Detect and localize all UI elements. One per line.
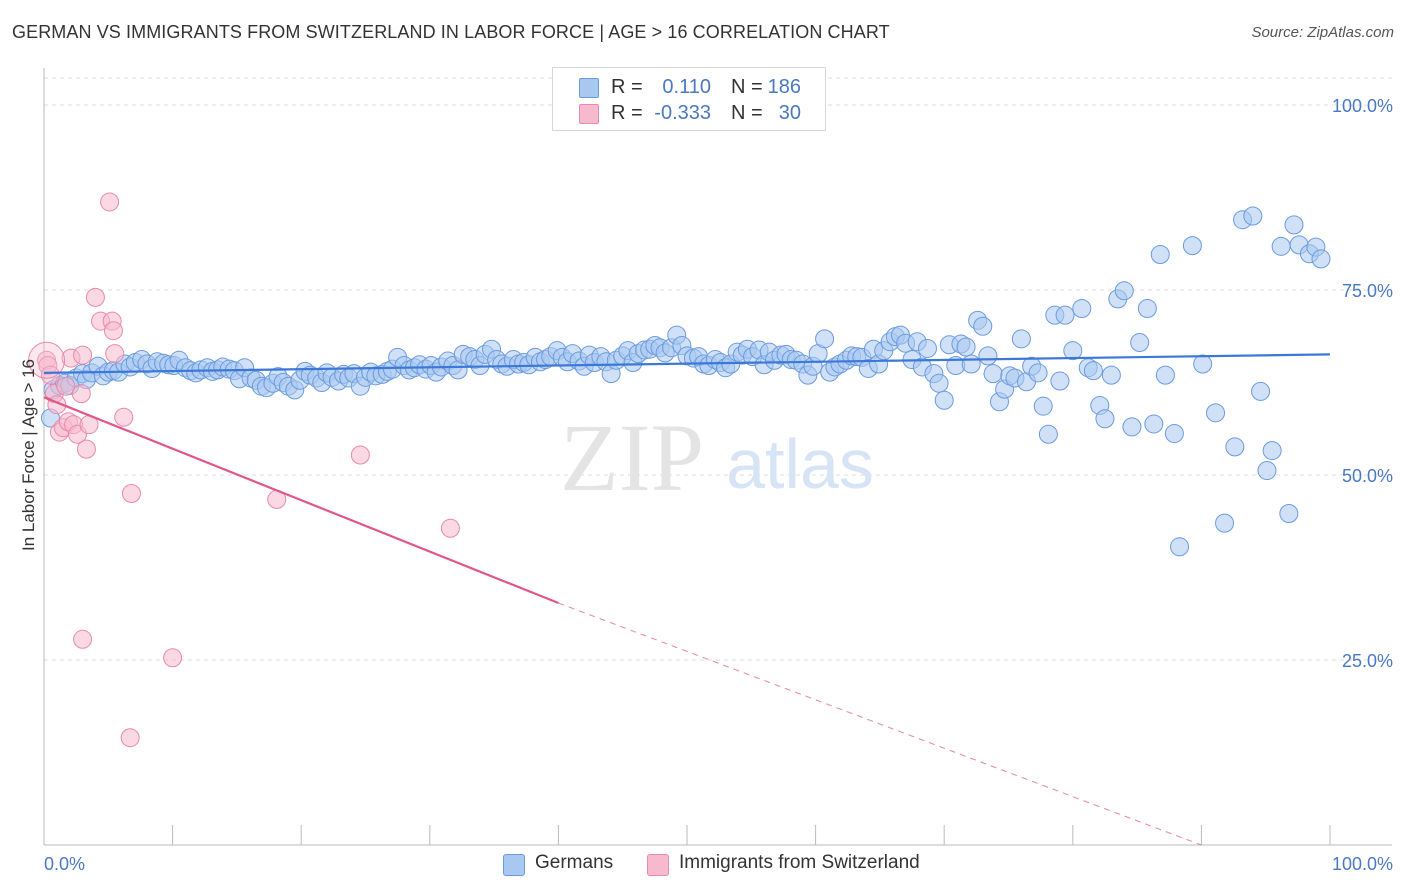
data-point xyxy=(1284,215,1304,235)
legend-swatch-germans xyxy=(503,854,525,876)
trend-line-dashed xyxy=(558,602,1202,846)
r-label: R = xyxy=(611,76,643,98)
data-point xyxy=(1257,461,1277,481)
data-point xyxy=(1150,244,1170,264)
n-label: N = xyxy=(731,76,763,98)
data-point xyxy=(978,346,998,366)
r-value: 0.110 xyxy=(662,76,711,98)
data-point xyxy=(1170,537,1190,557)
data-point xyxy=(1279,503,1299,523)
data-point xyxy=(121,484,141,503)
legend-label-germans: Germans xyxy=(535,852,614,873)
data-point xyxy=(120,728,140,748)
data-point xyxy=(1251,381,1271,401)
watermark: ZIP atlas xyxy=(560,404,874,511)
data-point xyxy=(1122,417,1142,437)
data-point xyxy=(73,629,93,649)
trend-line xyxy=(43,396,559,605)
y-axis-label: In Labor Force | Age > 16 xyxy=(19,359,38,551)
data-point xyxy=(105,344,125,364)
stats-legend: R = 0.110 N = 186 R = -0.333 N = 30 xyxy=(552,67,826,131)
axes xyxy=(43,68,1392,846)
watermark-zip: ZIP xyxy=(560,404,704,511)
swatch-immigrants xyxy=(579,104,599,124)
data-point xyxy=(1114,281,1134,301)
r-label: R = xyxy=(611,102,643,124)
data-point xyxy=(1011,329,1031,349)
data-point xyxy=(56,376,76,396)
legend-label-immigrants: Immigrants from Switzerland xyxy=(679,852,920,873)
data-point xyxy=(1155,365,1175,385)
data-point xyxy=(1130,333,1150,353)
data-point xyxy=(1033,396,1053,416)
data-point xyxy=(917,338,937,358)
y-tick-label: 75.0% xyxy=(1342,281,1393,301)
data-point xyxy=(1215,513,1235,533)
data-point xyxy=(1055,305,1075,325)
data-point xyxy=(114,407,134,427)
data-point xyxy=(1193,354,1213,374)
data-point xyxy=(1028,363,1048,383)
data-point xyxy=(76,439,96,459)
data-point xyxy=(1038,424,1058,444)
swatch-germans xyxy=(579,78,599,98)
data-point xyxy=(1072,299,1092,318)
trend-line xyxy=(43,353,1331,374)
source-label: Source: ZipAtlas.com xyxy=(1251,24,1394,41)
data-point xyxy=(1262,441,1282,461)
data-point xyxy=(100,192,120,212)
data-point xyxy=(1063,341,1083,361)
data-point xyxy=(815,329,835,349)
stats-row-germans: R = 0.110 N = 186 xyxy=(553,76,825,102)
r-value: -0.333 xyxy=(654,102,711,124)
x-tick-label: 0.0% xyxy=(44,854,85,874)
data-point xyxy=(73,345,93,365)
data-point xyxy=(85,287,105,307)
data-point xyxy=(163,648,183,668)
data-point xyxy=(1243,206,1263,226)
y-tick-label: 25.0% xyxy=(1342,651,1393,671)
data-point xyxy=(1206,403,1226,423)
data-point xyxy=(350,445,370,465)
data-point xyxy=(1083,361,1103,381)
data-point xyxy=(103,321,123,341)
series-legend: Germans Immigrants from Switzerland xyxy=(0,851,1406,877)
data-point xyxy=(961,354,981,374)
watermark-atlas: atlas xyxy=(726,425,874,503)
x-tick-label: 100.0% xyxy=(1332,854,1393,874)
y-tick-label: 100.0% xyxy=(1332,96,1393,116)
data-point xyxy=(440,518,460,538)
tick-labels: 25.0% 50.0% 75.0% 100.0% 0.0% 100.0% xyxy=(44,96,1393,874)
chart-title: GERMAN VS IMMIGRANTS FROM SWITZERLAND IN… xyxy=(12,22,890,42)
data-point xyxy=(934,390,954,410)
data-point xyxy=(1137,299,1157,318)
series-germans xyxy=(40,206,1331,557)
data-point xyxy=(1095,409,1115,429)
data-point xyxy=(973,316,993,336)
series-immigrants-switzerland xyxy=(28,192,460,748)
data-point xyxy=(1311,249,1331,269)
legend-swatch-immigrants xyxy=(647,854,669,876)
data-point xyxy=(71,384,91,404)
data-point xyxy=(28,341,66,379)
data-point xyxy=(1050,371,1070,391)
data-point xyxy=(1164,424,1184,444)
data-point xyxy=(956,337,976,357)
data-point xyxy=(40,365,60,385)
data-point xyxy=(1182,236,1202,256)
data-point xyxy=(983,364,1003,384)
n-value: 30 xyxy=(778,102,801,124)
n-label: N = xyxy=(731,102,763,124)
y-tick-label: 50.0% xyxy=(1342,466,1393,486)
data-point xyxy=(1225,437,1245,457)
stats-row-immigrants: R = -0.333 N = 30 xyxy=(553,102,825,128)
data-point xyxy=(929,373,949,393)
data-point xyxy=(1144,414,1164,434)
n-value: 186 xyxy=(767,76,801,98)
trend-lines xyxy=(43,353,1331,846)
data-point xyxy=(1101,365,1121,385)
data-point xyxy=(1271,236,1291,256)
